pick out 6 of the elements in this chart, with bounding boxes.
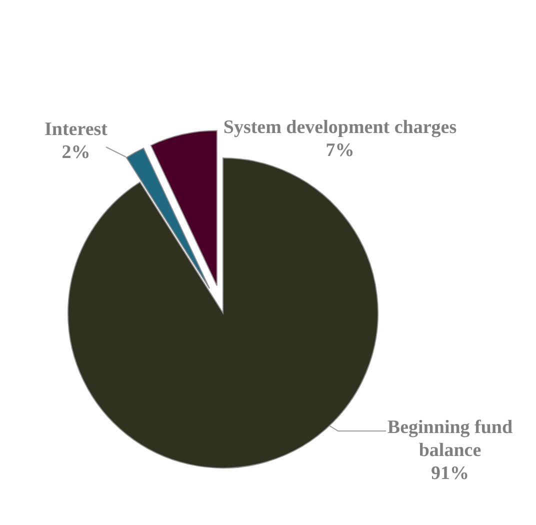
slice-label: System development charges	[223, 117, 457, 138]
data-label: 2%	[62, 142, 90, 163]
data-label: 7%	[326, 140, 354, 161]
data-label: 91%	[431, 463, 469, 484]
slice-label: Interest	[44, 119, 108, 140]
slice-label: Beginning fund balance	[387, 417, 513, 461]
